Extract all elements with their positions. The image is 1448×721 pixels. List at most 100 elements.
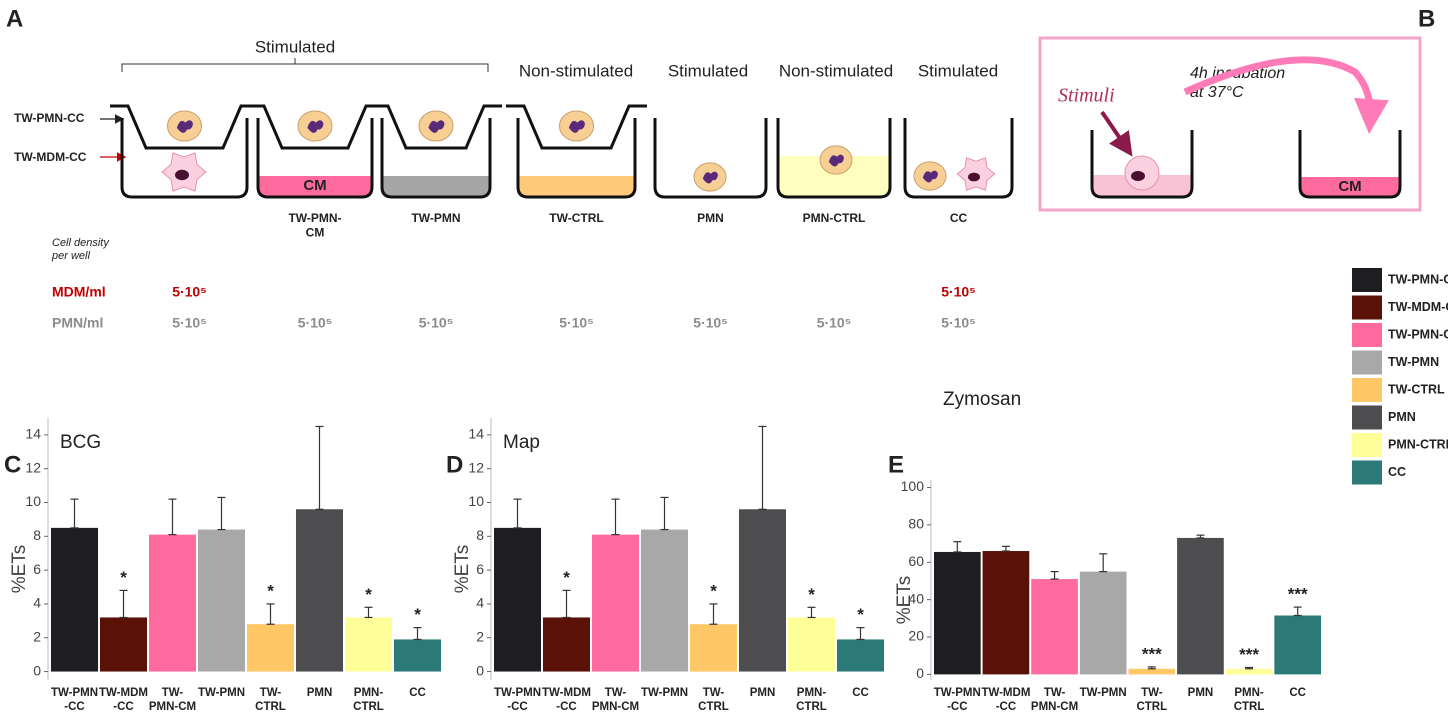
x-tick-label: PMN [1188,687,1214,699]
group-title: Stimulated [255,37,335,56]
x-tick-label: PMN-CTRL [1234,687,1265,713]
bar [1079,571,1127,675]
y-tick-label: 6 [33,561,41,577]
bar [1225,668,1273,675]
macrophage [956,157,996,191]
y-tick-label: 40 [908,590,924,606]
y-tick-label: 0 [916,665,924,681]
bar [933,551,981,675]
medium-label: CM [1338,178,1361,195]
bar [738,509,787,672]
significance: * [710,581,717,600]
y-tick-label: 4 [33,595,41,611]
y-axis-label: %ETs [894,576,915,625]
nucleus [175,169,189,181]
well-label: TW-PMN-CM [288,211,341,239]
density-value: 5·10⁵ [419,315,454,331]
bar [689,624,738,672]
bar [344,617,393,672]
y-tick-label: 8 [33,527,41,543]
x-tick-label: TW-PMN -CC [934,687,981,713]
well [120,118,249,199]
panel-box [1038,36,1422,212]
brace [121,58,489,72]
x-tick-label: TW-MDM -CC [99,687,148,713]
neutrophil [819,145,853,175]
y-tick-label: 80 [908,516,924,532]
y-tick-label: 6 [476,561,484,577]
bar [1128,668,1176,675]
panel-label: C [4,451,21,478]
significance: * [563,568,570,587]
x-tick-label: TW-PMN -CC [51,687,98,713]
x-tick-label: TW-MDM -CC [542,687,591,713]
well-label: CC [950,211,968,225]
well [1298,130,1402,199]
legend-swatch [1352,323,1382,347]
nucleus [428,120,445,133]
well-label: TW-CTRL [549,211,603,225]
x-tick-label: TW-PMN-CM [592,687,639,713]
stimuli-label: Stimuli [1058,85,1115,107]
density-value: 5·10⁵ [559,315,594,331]
well [653,118,768,199]
density-value: 5·10⁵ [172,284,207,300]
x-tick-label: TW-PMN [1080,687,1127,699]
bar [393,639,442,672]
chart-title: Map [503,432,540,453]
x-tick-label: TW-PMN [198,687,245,699]
legend-label: TW-PMN-CM [1388,327,1448,341]
y-tick-label: 0 [33,662,41,678]
neutrophil [913,161,947,191]
medium [1300,177,1400,197]
insert [246,104,384,150]
bar [982,551,1030,675]
x-tick-label: TW-PMN-CM [1031,687,1078,713]
insert-label: TW-MDM-CC [14,150,87,164]
x-tick-label: PMN [750,687,776,699]
y-tick-label: 2 [33,628,41,644]
medium [258,176,372,197]
bar [836,639,885,672]
arrow [1100,110,1133,157]
well [776,118,892,199]
bar [246,624,295,672]
y-tick-label: 14 [25,426,41,442]
density-value: 5·10⁵ [941,284,976,300]
density-title: Cell density per well [51,237,110,262]
x-tick-label: TW-PMN-CM [149,687,196,713]
significance: * [808,585,815,604]
well-label: PMN-CTRL [803,211,866,225]
nucleus [176,120,193,133]
medium [382,176,490,197]
y-tick-label: 0 [476,662,484,678]
insert [370,104,502,150]
y-tick-label: 12 [468,459,484,475]
nucleus [568,120,585,133]
neutrophil [297,110,333,142]
neutrophil [167,110,202,142]
legend-swatch [1352,378,1382,402]
y-tick-label: 12 [25,459,41,475]
panel-label: A [6,5,23,32]
x-tick-label: PMN-CTRL [353,687,384,713]
row-label: PMN/ml [52,315,103,331]
nucleus [922,170,938,183]
well [903,118,1014,199]
x-tick-label: TW-PMN -CC [494,687,541,713]
neutrophil [693,162,727,192]
well-label: PMN [697,211,724,225]
bar [99,617,148,672]
legend-label: TW-MDM-CC [1388,300,1448,314]
chart-title: BCG [60,432,101,453]
significance: *** [1288,585,1308,604]
y-tick-label: 8 [476,527,484,543]
y-tick-label: 4 [476,595,484,611]
insert-label: TW-PMN-CC [14,111,85,125]
condition: Non-stimulated [519,61,633,80]
y-tick-label: 100 [901,478,925,494]
bar [591,534,640,672]
density-value: 5·10⁵ [817,315,852,331]
nucleus [968,172,980,182]
significance: * [120,568,127,587]
